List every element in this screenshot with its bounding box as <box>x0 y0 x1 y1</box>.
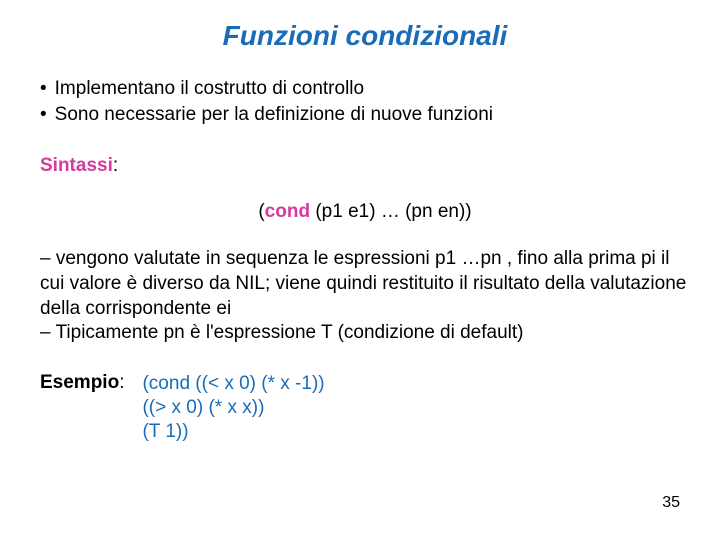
syntax-heading: Sintassi: <box>40 155 690 177</box>
bullet-list: • Implementano il costrutto di controllo… <box>40 76 690 127</box>
code-line: (T 1)) <box>142 420 324 444</box>
bullet-marker: • <box>40 102 47 128</box>
syntax-colon: : <box>113 155 118 176</box>
syntax-rest: (p1 e1) … (pn en)) <box>310 201 472 222</box>
description-line: – vengono valutate in sequenza le espres… <box>40 247 690 321</box>
example-block: Esempio: (cond ((< x 0) (* x -1)) ((> x … <box>40 372 690 443</box>
example-code: (cond ((< x 0) (* x -1)) ((> x 0) (* x x… <box>142 372 324 443</box>
slide-title: Funzioni condizionali <box>40 20 690 52</box>
example-colon: : <box>119 372 124 393</box>
bullet-text: Implementano il costrutto di controllo <box>55 76 364 102</box>
example-heading: Esempio: <box>40 372 124 394</box>
page-number: 35 <box>662 494 680 512</box>
code-line: (cond ((< x 0) (* x -1)) <box>142 372 324 396</box>
title-text: Funzioni condizionali <box>223 20 508 51</box>
description-line: – Tipicamente pn è l'espressione T (cond… <box>40 321 690 346</box>
bullet-item: • Sono necessarie per la definizione di … <box>40 102 690 128</box>
bullet-marker: • <box>40 76 47 102</box>
syntax-keyword: Sintassi <box>40 155 113 176</box>
code-line: ((> x 0) (* x x)) <box>142 396 324 420</box>
syntax-expression: (cond (p1 e1) … (pn en)) <box>40 201 690 223</box>
bullet-item: • Implementano il costrutto di controllo <box>40 76 690 102</box>
description-block: – vengono valutate in sequenza le espres… <box>40 247 690 346</box>
bullet-text: Sono necessarie per la definizione di nu… <box>55 102 493 128</box>
cond-keyword: cond <box>265 201 310 222</box>
example-label-text: Esempio <box>40 372 119 393</box>
